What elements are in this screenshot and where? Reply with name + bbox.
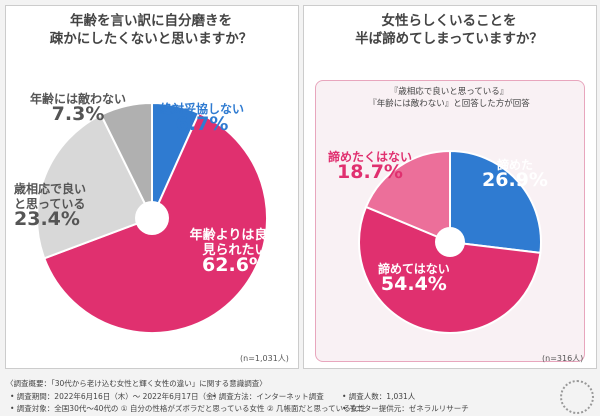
pie-slice-2 <box>364 149 451 244</box>
label-l0: 絶対妥協しない 6.7% <box>160 102 245 135</box>
n-right: (n=316人) <box>542 354 584 363</box>
pie-slice-2 <box>36 113 154 260</box>
right-subtitle: 『歳相応で良いと思っている』 『年齢には敵わない』と回答した方が回答 <box>368 87 530 109</box>
pie-left <box>36 101 268 334</box>
footer-monitor: • モニター提供元：ゼネラルリサーチ <box>342 404 469 413</box>
pie-right <box>358 149 542 335</box>
left-title: 年齢を言い訳に自分磨きを 疎かにしたくないと思いますか？ <box>49 13 253 47</box>
label-l1: 年齢よりは良く見られたい 62.6% <box>189 228 281 276</box>
pie-hole <box>135 201 169 235</box>
footer-summary: 〈調査概要：「30代から老け込む女性と輝く女性の違い」に関する意識調査〉 <box>6 379 267 388</box>
label-l3: 年齢には敵わない 7.3% <box>30 92 127 125</box>
footer-method: • 調査方法：インターネット調査 <box>212 392 324 401</box>
n-left: (n=1,031人) <box>240 354 289 363</box>
pie-hole <box>435 227 465 257</box>
pie-slice-0 <box>449 149 542 254</box>
footer-count: • 調査人数：1,031人 <box>342 392 416 401</box>
pie-slice-1 <box>358 205 542 335</box>
right-title: 女性らしくいることを 半ば諦めてしまっていますか？ <box>355 13 543 47</box>
label-r0: 諦めた 26.9% <box>482 158 548 191</box>
logo-emblem <box>560 380 594 414</box>
pie-slice-3 <box>99 101 153 219</box>
label-l2: 歳相応で良いと思っている 23.4% <box>14 182 87 230</box>
label-r2: 諦めたくはない 18.7% <box>328 150 413 183</box>
label-r1: 諦めてはない 54.4% <box>378 262 450 295</box>
footer-target: • 調査対象：全国30代～40代の ① 自分の性格がズボラだと思っている女性 ②… <box>10 404 366 413</box>
footer-period: • 調査期間：2022年6月16日（木）～ 2022年6月17日（金） <box>10 392 221 401</box>
